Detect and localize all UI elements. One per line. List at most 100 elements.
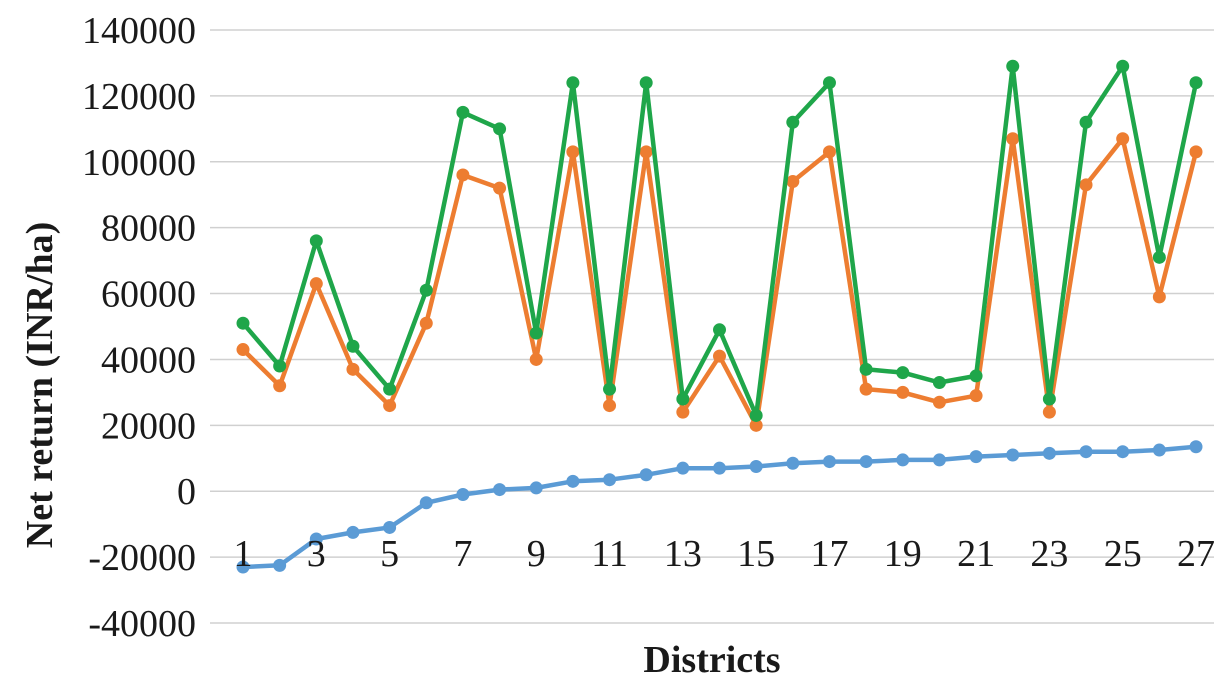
series-2-point [603, 399, 617, 413]
series-2-point [1152, 290, 1166, 304]
y-tick-labels: -40000 -20000 0 20000 40000 60000 80000 100000 1… [82, 10, 196, 645]
series-2-point [529, 352, 543, 366]
series-1-point [1152, 443, 1166, 457]
series-1-point [346, 525, 360, 539]
series-3-line [240, 63, 1199, 418]
series-1-point [309, 532, 323, 546]
series-3-point [236, 316, 250, 330]
x-tick-label: 15 [737, 533, 775, 575]
series-3-point [456, 105, 470, 119]
series-2-point [1189, 145, 1203, 159]
series-3 [236, 59, 1203, 422]
series-3-point [896, 366, 910, 380]
series-3-point [346, 339, 360, 353]
series-1-point [566, 474, 580, 488]
series-1-point [1042, 446, 1056, 460]
series-2-point [346, 362, 360, 376]
x-tick-label: 1 [234, 533, 253, 575]
series-2-point [309, 277, 323, 291]
series-1-point [1189, 440, 1203, 454]
series-2-point [1042, 405, 1056, 419]
series-1-point [383, 520, 397, 534]
series-3-point [383, 382, 397, 396]
series-3-point [566, 76, 580, 90]
y-tick-label: 20000 [101, 405, 196, 447]
series-2-point [236, 343, 250, 357]
series-1-point [713, 461, 726, 475]
series-3-point [1116, 59, 1130, 73]
series-2-point [456, 168, 470, 182]
x-tick-label: 3 [307, 533, 326, 575]
series-1-point [236, 560, 250, 574]
y-tick-label: 100000 [82, 142, 196, 184]
y-tick-label: 80000 [101, 208, 196, 250]
series-3-point [969, 369, 983, 383]
series-2-point [896, 385, 910, 399]
series-1-point [529, 481, 543, 495]
x-tick-label: 5 [380, 533, 399, 575]
x-tick-label: 7 [453, 533, 472, 575]
series-1-point [1116, 445, 1130, 459]
series-2-point [566, 145, 580, 159]
series-3-point [419, 283, 433, 297]
series-2-point [383, 399, 397, 413]
x-tick-label: 23 [1030, 533, 1068, 575]
series-2-point [1079, 178, 1093, 192]
series-3-point [749, 408, 763, 422]
y-tick-label: 140000 [82, 10, 196, 52]
series-2-point [1116, 132, 1130, 146]
series-1-point [896, 453, 910, 467]
series-2-point [713, 349, 726, 363]
series-3-point [713, 323, 726, 337]
x-tick-label: 9 [527, 533, 546, 575]
series-1-point [969, 450, 983, 464]
series-1 [236, 440, 1203, 574]
series-3-point [603, 382, 617, 396]
y-tick-label: 0 [177, 471, 196, 513]
series-2-point [639, 145, 653, 159]
series-3-point [1152, 250, 1166, 264]
series-2 [236, 132, 1203, 432]
series-1-point [786, 456, 800, 470]
x-tick-label: 21 [957, 533, 995, 575]
series-3-point [786, 115, 800, 129]
x-tick-label: 19 [884, 533, 922, 575]
series-1-point [603, 473, 617, 487]
x-tick-label: 25 [1104, 533, 1142, 575]
series-3-point [1006, 59, 1020, 73]
series-3-point [639, 76, 653, 90]
series-1-point [419, 496, 433, 510]
series-2-point [969, 389, 983, 403]
y-tick-label: 40000 [101, 339, 196, 381]
series-3-point [1189, 76, 1203, 90]
x-tick-label: 11 [591, 533, 628, 575]
series-2-point [419, 316, 433, 330]
series-1-point [676, 461, 690, 475]
series-3-point [309, 234, 323, 248]
series-1-point [749, 460, 763, 474]
series-3-point [932, 376, 946, 390]
series-1-point [1006, 448, 1020, 462]
series-lines [236, 59, 1203, 574]
x-tick-label: 13 [664, 533, 702, 575]
series-3-point [822, 76, 836, 90]
y-axis-title: Net return (INR/ha) [19, 222, 61, 548]
x-tick-labels: 1 3 5 7 9 11 13 15 17 19 21 23 25 27 [234, 533, 1216, 575]
y-tick-label: -20000 [88, 537, 196, 579]
series-2-point [932, 395, 946, 409]
x-axis-title: Districts [643, 639, 780, 681]
series-1-point [493, 483, 507, 497]
series-1-point [273, 558, 287, 572]
series-2-point [786, 175, 800, 189]
series-3-point [1079, 115, 1093, 129]
series-2-point [1006, 132, 1020, 146]
series-3-point [676, 392, 690, 406]
series-3-point [1042, 392, 1056, 406]
series-2-point [822, 145, 836, 159]
y-tick-label: -40000 [88, 603, 196, 645]
series-2-point [859, 382, 873, 396]
series-3-point [529, 326, 543, 340]
series-3-point [493, 122, 507, 136]
series-1-point [1079, 445, 1093, 459]
series-3-point [273, 359, 287, 373]
